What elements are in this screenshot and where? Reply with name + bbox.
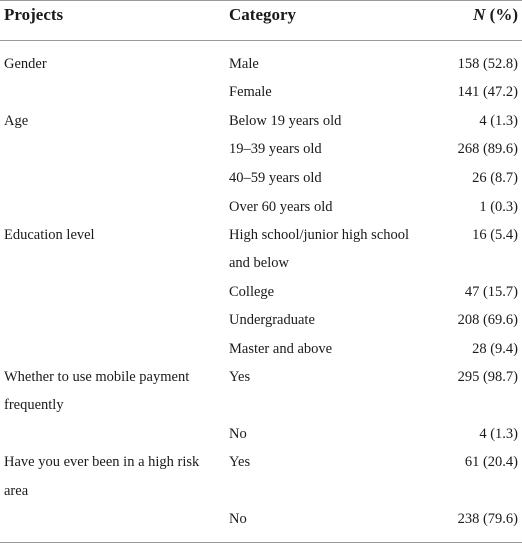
n-percent-cell: 1 (0.3) [479, 199, 518, 215]
n-percent-cell: 47 (15.7) [464, 284, 518, 300]
header-projects: Projects [4, 5, 64, 24]
category-cell: High school/junior high school [229, 227, 410, 243]
n-percent-cell: 208 (69.6) [457, 312, 518, 328]
n-percent-cell: 295 (98.7) [457, 369, 518, 385]
category-cell: Undergraduate [229, 312, 315, 328]
header-n-label: N [473, 5, 486, 24]
header-n-percent: N (%) [473, 4, 518, 26]
project-cell: Whether to use mobile payment [4, 369, 190, 385]
project-cell: frequently [4, 397, 64, 413]
table-header-rule [0, 40, 522, 41]
header-n-suffix: (%) [485, 5, 518, 24]
category-cell: No [229, 426, 247, 442]
n-percent-cell: 26 (8.7) [472, 170, 518, 186]
n-percent-cell: 238 (79.6) [457, 511, 518, 527]
project-cell: area [4, 483, 29, 499]
n-percent-cell: 158 (52.8) [457, 56, 518, 72]
category-cell: No [229, 511, 247, 527]
category-cell: Over 60 years old [229, 199, 333, 215]
n-percent-cell: 141 (47.2) [457, 84, 518, 100]
category-cell: and below [229, 255, 289, 271]
n-percent-cell: 61 (20.4) [464, 454, 518, 470]
category-cell: Master and above [229, 341, 333, 357]
header-category: Category [229, 5, 297, 24]
n-percent-cell: 4 (1.3) [479, 113, 518, 129]
category-cell: 40–59 years old [229, 170, 322, 186]
category-cell: Yes [229, 369, 251, 385]
project-cell: Age [4, 113, 29, 129]
n-percent-cell: 4 (1.3) [479, 426, 518, 442]
project-cell: Have you ever been in a high risk [4, 454, 200, 470]
category-cell: Male [229, 56, 259, 72]
table-top-rule [0, 0, 522, 1]
category-cell: College [229, 284, 275, 300]
n-percent-cell: 28 (9.4) [472, 341, 518, 357]
category-cell: Below 19 years old [229, 113, 342, 129]
table-bottom-rule [0, 542, 522, 543]
project-cell: Gender [4, 56, 47, 72]
category-cell: Yes [229, 454, 251, 470]
n-percent-cell: 16 (5.4) [472, 227, 518, 243]
category-cell: Female [229, 84, 272, 100]
project-cell: Education level [4, 227, 95, 243]
category-cell: 19–39 years old [229, 141, 322, 157]
n-percent-cell: 268 (89.6) [457, 141, 518, 157]
